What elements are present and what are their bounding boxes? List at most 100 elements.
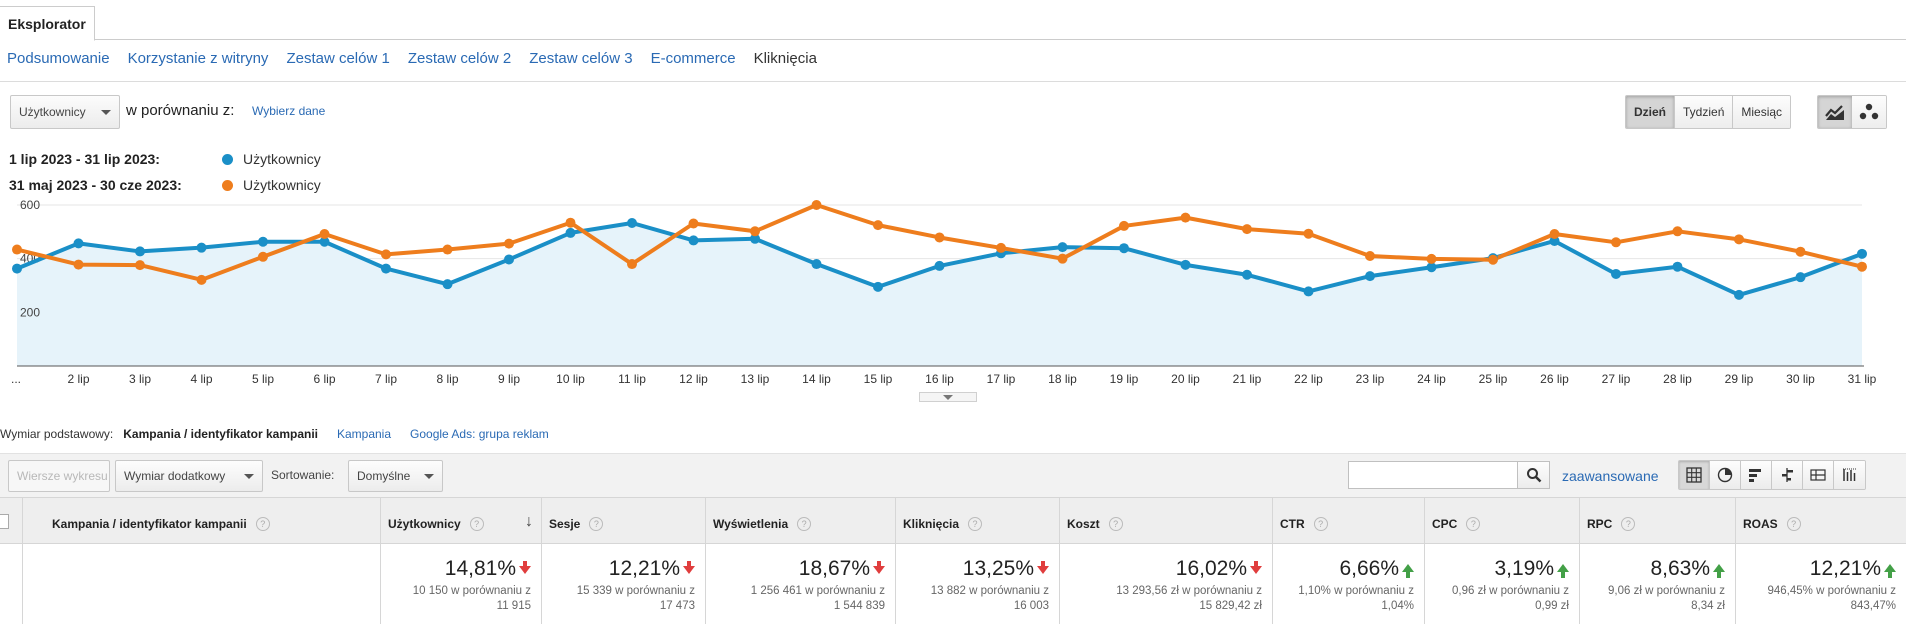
sort-descending-icon: ↓ [525, 513, 533, 530]
chart-collapse-handle[interactable] [919, 392, 977, 402]
data-point [1057, 253, 1068, 264]
grid-icon [1686, 467, 1702, 483]
table-view-toggle [1678, 460, 1866, 490]
comparison-view-button[interactable] [1772, 461, 1803, 489]
x-tick-label: 15 lip [864, 372, 893, 386]
legend-current-period: 1 lip 2023 - 31 lip 2023: Użytkownicy [9, 150, 321, 168]
help-icon[interactable]: ? [797, 517, 812, 531]
subtab-goal-set-3[interactable]: Zestaw celów 3 [529, 50, 633, 67]
header-roas[interactable]: ROAS ? [1735, 498, 1906, 543]
subtab-ecommerce[interactable]: E-commerce [650, 50, 736, 67]
data-point [1426, 253, 1437, 264]
legend-range-previous: 31 maj 2023 - 30 cze 2023: [9, 177, 182, 193]
subtab-site-usage[interactable]: Korzystanie z witryny [127, 50, 269, 67]
select-all-cell [0, 498, 22, 543]
sessions-comparison: 15 339 w porównaniu z [576, 585, 695, 597]
pie-view-button[interactable] [1710, 461, 1741, 489]
impressions-comparison: 1 256 461 w porównaniu z [750, 585, 885, 597]
header-ctr[interactable]: CTR ? [1272, 498, 1424, 543]
advanced-filter-link[interactable]: zaawansowane [1562, 468, 1659, 484]
summary-checkbox-cell [0, 544, 22, 624]
header-cost[interactable]: Koszt ? [1059, 498, 1272, 543]
dimension-ads-group[interactable]: Google Ads: grupa reklam [410, 427, 549, 441]
primary-dimension-row: Wymiar podstawowy: Kampania / identyfika… [0, 427, 568, 441]
arrow-up-icon [1884, 564, 1896, 578]
header-clicks[interactable]: Kliknięcia ? [895, 498, 1059, 543]
arrow-down-icon [1037, 561, 1049, 574]
dimension-campaign[interactable]: Kampania [336, 427, 392, 441]
help-icon[interactable]: ? [1786, 517, 1801, 531]
chevron-down-icon [101, 110, 111, 115]
select-all-checkbox[interactable] [0, 514, 9, 529]
tab-explorer[interactable]: Eksplorator [0, 6, 95, 41]
data-point [1119, 243, 1129, 254]
help-icon[interactable]: ? [255, 517, 270, 531]
help-icon[interactable]: ? [1313, 517, 1328, 531]
help-icon[interactable]: ? [1621, 517, 1636, 531]
subtab-goal-set-1[interactable]: Zestaw celów 1 [286, 50, 390, 67]
search-button[interactable] [1518, 461, 1550, 489]
data-point [381, 249, 391, 260]
plot-rows-button[interactable]: Wiersze wykresu [8, 460, 110, 492]
metric-dropdown[interactable]: Użytkownicy [10, 95, 120, 129]
sessions-change: 12,21% [608, 557, 680, 580]
help-icon[interactable]: ? [968, 517, 983, 531]
sort-dropdown[interactable]: Domyślne [348, 460, 443, 492]
x-tick-label: 22 lip [1294, 372, 1323, 386]
top-tab-bar: Eksplorator [0, 0, 1906, 41]
data-point [811, 259, 822, 270]
data-point [750, 233, 760, 244]
header-users-label: Użytkownicy [388, 517, 461, 531]
motion-chart-button[interactable] [1852, 96, 1886, 128]
x-tick-label: 4 lip [190, 372, 212, 386]
help-icon[interactable]: ? [1466, 517, 1481, 531]
data-point [934, 232, 945, 243]
pie-chart-icon [1717, 467, 1733, 483]
subtab-summary[interactable]: Podsumowanie [7, 50, 110, 67]
data-point [504, 254, 514, 265]
period-day-button[interactable]: Dzień [1626, 96, 1676, 128]
period-month-button[interactable]: Miesiąc [1733, 96, 1791, 128]
subtab-clicks[interactable]: Kliknięcia [753, 50, 817, 67]
period-week-button[interactable]: Tydzień [1675, 96, 1734, 128]
secondary-dimension-dropdown[interactable]: Wymiar dodatkowy [115, 460, 263, 492]
term-cloud-view-button[interactable] [1803, 461, 1834, 489]
x-tick-label: 28 lip [1663, 372, 1692, 386]
data-point [1426, 262, 1437, 273]
performance-view-button[interactable] [1741, 461, 1772, 489]
arrow-down-icon [683, 561, 695, 574]
header-cpc[interactable]: CPC ? [1424, 498, 1579, 543]
data-point [627, 217, 637, 228]
header-users[interactable]: Użytkownicy ? ↓ [380, 498, 541, 543]
data-point [934, 260, 945, 271]
help-icon[interactable]: ? [469, 517, 484, 531]
header-sessions[interactable]: Sesje ? [541, 498, 705, 543]
cpc-previous: 0,99 zł [1535, 600, 1569, 612]
cpc-comparison: 0,96 zł w porównaniu z [1452, 585, 1569, 597]
x-tick-label: 11 lip [618, 372, 646, 386]
x-tick-label: 3 lip [129, 372, 151, 386]
data-point [319, 236, 330, 247]
data-point [1857, 248, 1867, 259]
help-icon[interactable]: ? [589, 517, 604, 531]
dimension-campaign-id[interactable]: Kampania / identyfikator kampanii [123, 427, 318, 441]
explorer-subtabs: Podsumowanie Korzystanie z witryny Zesta… [7, 50, 817, 70]
data-point [1365, 250, 1375, 261]
line-chart-button[interactable] [1818, 96, 1852, 128]
data-point [1365, 271, 1375, 282]
header-impressions[interactable]: Wyświetlenia ? [705, 498, 895, 543]
help-icon[interactable]: ? [1108, 517, 1123, 531]
subtab-goal-set-2[interactable]: Zestaw celów 2 [407, 50, 512, 67]
header-rpc[interactable]: RPC ? [1579, 498, 1735, 543]
summary-cost-cell: 16,02% 13 293,56 zł w porównaniu z 15 829… [1059, 544, 1272, 624]
pivot-view-button[interactable] [1834, 461, 1865, 489]
data-point [1303, 286, 1314, 297]
legend-series-current: Użytkownicy [243, 151, 321, 167]
choose-data-link[interactable]: Wybierz dane [252, 104, 326, 118]
x-tick-label: 16 lip [925, 372, 954, 386]
table-search-input[interactable] [1348, 461, 1518, 489]
data-point [1242, 269, 1252, 280]
arrow-up-icon [1713, 564, 1725, 578]
chart-type-toggle [1817, 95, 1887, 129]
table-view-button[interactable] [1679, 461, 1710, 489]
